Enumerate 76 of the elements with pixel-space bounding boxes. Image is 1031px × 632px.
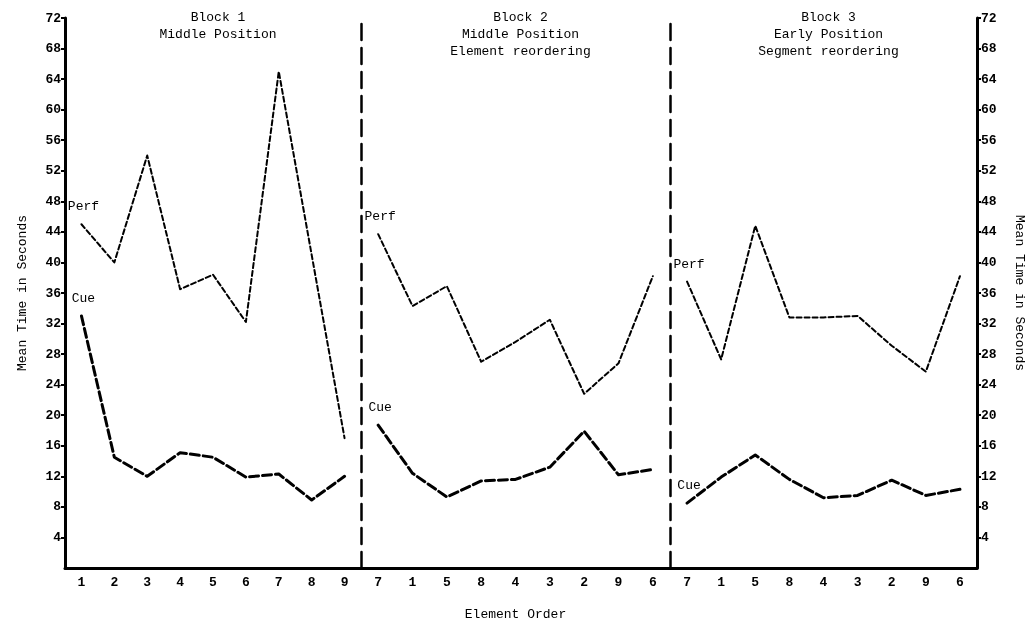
x-tick-label: 3 — [853, 575, 862, 590]
y-axis-title: Mean Time in Seconds — [1012, 214, 1027, 372]
x-tick-label: 8 — [307, 575, 316, 590]
y-tick-label: 28 — [45, 346, 62, 362]
x-tick-label: 2 — [580, 575, 589, 590]
y-tick-label: 56 — [45, 132, 62, 148]
series-label: Cue — [71, 290, 96, 306]
x-tick-label: 8 — [785, 575, 794, 590]
series-label: Perf — [364, 209, 396, 225]
text: Block 3 Early Position Segment reordering — [758, 10, 899, 59]
x-tick-label: 3 — [143, 575, 152, 590]
x-tick-label: 2 — [887, 575, 896, 590]
x-tick-label: 2 — [110, 575, 119, 590]
y-tick-label: 24 — [981, 377, 997, 393]
x-tick-label: 9 — [340, 575, 349, 590]
y-tick-label: 64 — [981, 71, 997, 87]
y-tick-label: 52 — [45, 163, 62, 179]
x-tick-label: 6 — [241, 575, 250, 590]
series-label: Cue — [368, 400, 392, 416]
y-tick-label: 60 — [981, 102, 997, 118]
x-tick-label: 4 — [511, 575, 520, 590]
x-tick-label: 1 — [77, 575, 86, 590]
y-tick-label: 16 — [981, 438, 997, 454]
y-tick-label: 64 — [45, 71, 62, 87]
y-axis-title: Mean Time in Seconds — [15, 214, 30, 372]
y-tick-label: 60 — [45, 102, 62, 118]
y-tick-label: 48 — [45, 193, 62, 209]
y-tick-label: 72 — [981, 10, 997, 26]
y-tick-label: 36 — [981, 285, 997, 301]
y-tick-label: 12 — [45, 468, 62, 484]
y-tick-label: 8 — [981, 499, 989, 515]
x-tick-label: 4 — [176, 575, 185, 590]
x-tick-label: 9 — [921, 575, 930, 590]
y-tick-label: 40 — [981, 254, 997, 270]
text: Block 2 Middle Position Element reordering — [450, 10, 591, 59]
x-tick-label: 3 — [545, 575, 554, 590]
series-label: Perf — [67, 199, 100, 215]
y-tick-label: 68 — [45, 41, 62, 57]
x-tick-label: 9 — [614, 575, 623, 590]
line-series — [79, 314, 347, 502]
y-tick-label: 8 — [53, 499, 62, 515]
y-tick-label: 32 — [45, 316, 62, 332]
x-tick-label: 7 — [683, 575, 691, 590]
x-tick-label: 7 — [274, 575, 283, 590]
chart-title: Block 1 Middle Position — [159, 10, 277, 42]
x-tick-label: 5 — [751, 575, 760, 590]
y-tick-label: 48 — [981, 193, 997, 209]
y-tick-label: 24 — [45, 377, 62, 393]
x-tick-label: 5 — [442, 575, 451, 590]
y-tick-label: 36 — [45, 285, 62, 301]
y-tick-label: 44 — [45, 224, 62, 240]
y-tick-label: 28 — [981, 346, 997, 362]
y-tick-label: 40 — [45, 254, 62, 270]
x-tick-label: 8 — [477, 575, 486, 590]
y-tick-label: 44 — [981, 224, 997, 240]
y-tick-label: 4 — [53, 529, 62, 545]
y-tick-label: 16 — [45, 438, 62, 454]
x-tick-label: 1 — [717, 575, 726, 590]
y-tick-label: 56 — [981, 132, 997, 148]
series-label: Perf — [673, 256, 705, 272]
x-tick-label: 6 — [648, 575, 657, 590]
y-tick-label: 32 — [981, 316, 997, 332]
x-tick-label: 1 — [408, 575, 417, 590]
y-tick-label: 4 — [981, 529, 989, 545]
x-tick-label: 5 — [209, 575, 218, 590]
y-tick-label: 52 — [981, 163, 997, 179]
y-tick-label: 68 — [981, 41, 997, 57]
x-tick-label: 7 — [374, 575, 383, 590]
x-tick-label: 6 — [956, 575, 965, 590]
y-tick-label: 20 — [981, 407, 997, 423]
series-label: Cue — [677, 478, 701, 494]
y-tick-label: 12 — [981, 468, 997, 484]
x-tick-label: 4 — [819, 575, 828, 590]
x-axis-title: Element Order — [464, 607, 567, 622]
y-tick-label: 20 — [45, 407, 62, 423]
y-tick-label: 72 — [45, 10, 62, 26]
